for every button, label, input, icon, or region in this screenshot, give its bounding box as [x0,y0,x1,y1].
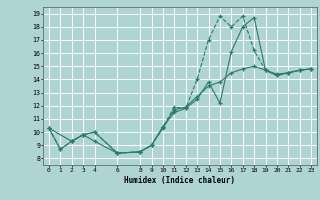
X-axis label: Humidex (Indice chaleur): Humidex (Indice chaleur) [124,176,236,185]
